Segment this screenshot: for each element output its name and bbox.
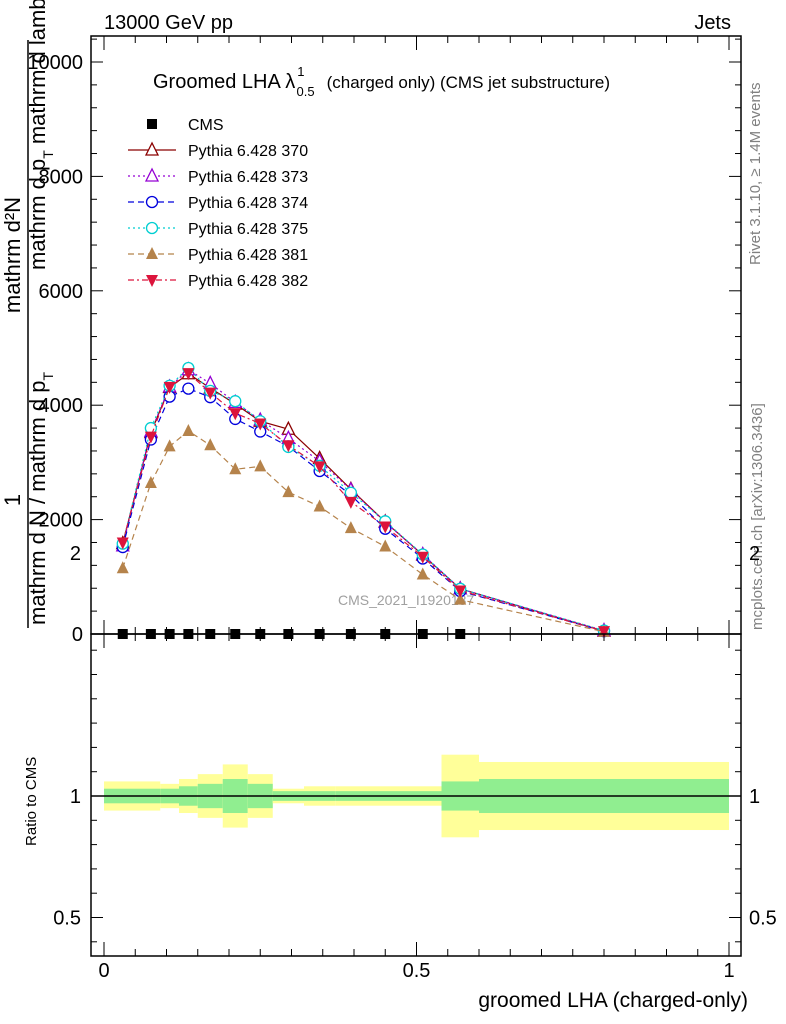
legend-marker bbox=[146, 275, 158, 287]
data-point bbox=[344, 496, 357, 509]
series-line bbox=[122, 372, 605, 632]
ylabel-denominator-subscript: T bbox=[40, 150, 56, 159]
ylabel-left-denominator-text: mathrm d N / mathrm d p bbox=[25, 380, 50, 625]
series-6 bbox=[116, 368, 610, 639]
data-point bbox=[454, 592, 467, 605]
data-point bbox=[204, 387, 217, 400]
ratio-y-tick-label: 0.5 bbox=[53, 908, 81, 930]
ylabel-left-denominator: mathrm d N / mathrm d pT bbox=[25, 371, 56, 625]
data-point bbox=[454, 585, 467, 598]
main-y-tick-labels: 0 2000 4000 6000 8000 10000 bbox=[27, 52, 83, 646]
data-point bbox=[254, 418, 267, 431]
data-point bbox=[254, 459, 267, 472]
y-tick-label: 8000 bbox=[39, 166, 84, 188]
data-point bbox=[416, 551, 429, 564]
data-point bbox=[182, 368, 195, 381]
legend-entry: Pythia 6.428 373 bbox=[128, 167, 308, 186]
plot-title-main: Groomed LHA λ bbox=[153, 71, 295, 93]
data-point bbox=[282, 485, 295, 498]
legend-label: Pythia 6.428 381 bbox=[188, 247, 308, 264]
data-point bbox=[344, 521, 357, 534]
rivet-version-label: Rivet 3.1.10, ≥ 1.4M events bbox=[747, 83, 764, 266]
ylabel-numerator: mathrm d²N bbox=[0, 197, 25, 313]
plot-title: Groomed LHA λ 1 0.5 (charged only) (CMS jet… bbox=[153, 64, 610, 99]
legend-entry: Pythia 6.428 370 bbox=[128, 141, 308, 160]
legend-label: Pythia 6.428 374 bbox=[188, 195, 308, 212]
data-point bbox=[379, 521, 392, 534]
ylabel-denominator-text-b: mathrm d lambda bbox=[25, 0, 50, 144]
legend-label: Pythia 6.428 382 bbox=[188, 273, 308, 290]
y-tick-label: 10000 bbox=[27, 52, 83, 74]
y-tick-label: 6000 bbox=[39, 281, 84, 303]
x-tick-label: 0 bbox=[98, 960, 109, 982]
legend-marker bbox=[144, 167, 160, 182]
data-point bbox=[229, 395, 242, 408]
ratio-y-tick-label-right: 2 bbox=[749, 543, 760, 565]
header-right-label: Jets bbox=[694, 12, 731, 34]
legend-label: Pythia 6.428 373 bbox=[188, 169, 308, 186]
data-point bbox=[182, 382, 195, 395]
data-point bbox=[313, 461, 326, 474]
ratio-y-axis-label: Ratio to CMS bbox=[23, 757, 40, 846]
data-point bbox=[344, 486, 358, 499]
ylabel-left-denominator-subscript: T bbox=[40, 371, 56, 380]
legend-label: CMS bbox=[188, 117, 224, 134]
plot-title-subscript: 0.5 bbox=[297, 84, 315, 99]
legend-marker bbox=[146, 247, 158, 259]
legend-marker bbox=[145, 195, 159, 209]
header-left-label: 13000 GeV pp bbox=[104, 12, 233, 34]
y-tick-label: 0 bbox=[72, 624, 83, 646]
x-axis-label: groomed LHA (charged-only) bbox=[478, 989, 748, 1012]
data-point bbox=[163, 381, 176, 394]
ylabel-denominator-text-a: mathrm d p bbox=[25, 159, 50, 270]
legend: CMS Pythia 6.428 370 Pythia 6.428 373 Pythi… bbox=[128, 117, 308, 290]
data-point bbox=[416, 567, 429, 580]
legend-marker bbox=[147, 119, 157, 129]
data-point bbox=[229, 408, 242, 421]
series-5 bbox=[116, 423, 610, 637]
ratio-y-tick-labels: 0.5 0.5 1 1 2 2 bbox=[53, 543, 777, 930]
data-point bbox=[229, 462, 242, 475]
ylabel-numerator-one: 1 bbox=[0, 494, 25, 506]
data-point bbox=[116, 561, 129, 574]
ratio-y-tick-label-right: 1 bbox=[749, 786, 760, 808]
legend-entry: Pythia 6.428 382 bbox=[128, 273, 308, 290]
legend-entry: CMS bbox=[147, 117, 224, 134]
series-line bbox=[122, 430, 605, 633]
plot-title-superscript: 1 bbox=[297, 64, 304, 79]
ratio-axis-ticks bbox=[91, 634, 741, 956]
series-line bbox=[122, 367, 605, 632]
ratio-y-tick-label-right: 0.5 bbox=[749, 908, 777, 930]
legend-label: Pythia 6.428 370 bbox=[188, 143, 308, 160]
x-tick-labels: 0 0.5 1 bbox=[98, 960, 734, 982]
plot-title-rest: (charged only) (CMS jet substructure) bbox=[327, 73, 610, 92]
legend-entry: Pythia 6.428 381 bbox=[128, 247, 308, 264]
data-point bbox=[598, 626, 610, 639]
data-point bbox=[182, 423, 195, 436]
mcplots-label: mcplots.cern.ch [arXiv:1306.3436] bbox=[749, 403, 766, 630]
data-point bbox=[116, 537, 129, 550]
y-tick-label: 4000 bbox=[39, 395, 84, 417]
legend-entry: Pythia 6.428 375 bbox=[128, 221, 308, 238]
legend-marker bbox=[145, 221, 159, 235]
analysis-watermark: CMS_2021_I1920187 bbox=[338, 592, 474, 608]
legend-entry: Pythia 6.428 374 bbox=[128, 195, 308, 212]
data-point bbox=[379, 539, 392, 552]
legend-label: Pythia 6.428 375 bbox=[188, 221, 308, 238]
ylabel-denominator: mathrm d pTmathrm d lambda bbox=[25, 0, 56, 270]
data-point bbox=[144, 475, 157, 488]
data-point bbox=[204, 438, 217, 451]
legend-marker bbox=[144, 141, 160, 156]
y-tick-label: 2000 bbox=[39, 510, 84, 532]
ratio-y-tick-label: 2 bbox=[70, 543, 81, 565]
main-y-axis-label: 1 mathrm d²N mathrm d N / mathrm d pT ma… bbox=[0, 0, 56, 628]
x-tick-label: 1 bbox=[723, 960, 734, 982]
ratio-y-tick-label: 1 bbox=[70, 786, 81, 808]
data-point bbox=[163, 439, 176, 452]
data-point bbox=[282, 440, 295, 453]
x-tick-label: 0.5 bbox=[403, 960, 431, 982]
data-point bbox=[313, 499, 326, 512]
data-point bbox=[144, 431, 157, 444]
